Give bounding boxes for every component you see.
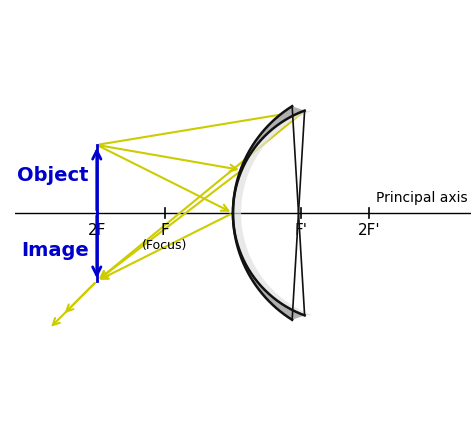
Text: Image: Image bbox=[21, 241, 89, 260]
Text: Object: Object bbox=[17, 166, 89, 185]
Text: 2F': 2F' bbox=[358, 223, 381, 238]
Text: Principal axis: Principal axis bbox=[376, 191, 468, 205]
Polygon shape bbox=[233, 106, 305, 320]
Text: F': F' bbox=[294, 223, 308, 238]
Text: 2F: 2F bbox=[88, 223, 106, 238]
Text: F: F bbox=[161, 223, 169, 238]
Polygon shape bbox=[233, 111, 313, 315]
Text: (Focus): (Focus) bbox=[142, 239, 188, 252]
